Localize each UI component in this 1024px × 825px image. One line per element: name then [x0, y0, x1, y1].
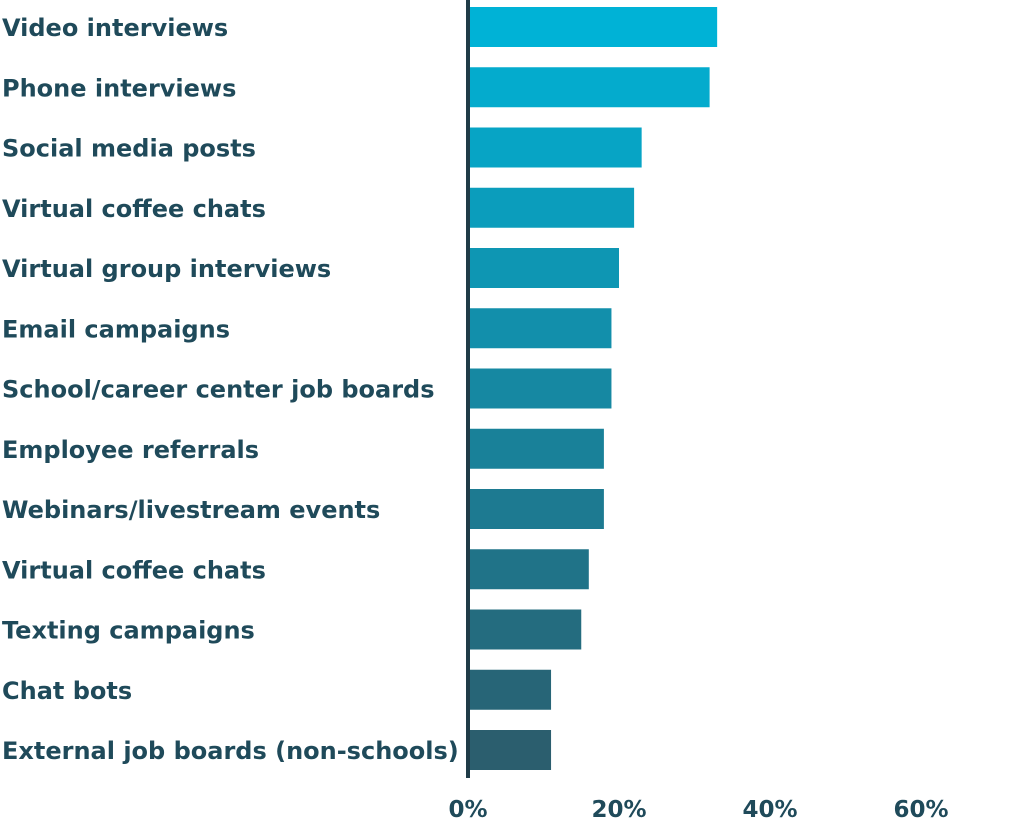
x-tick-label: 0%	[448, 797, 487, 823]
bar	[468, 127, 642, 168]
x-tick-label: 40%	[742, 797, 797, 823]
category-label: Employee referrals	[2, 436, 259, 464]
category-label: Social media posts	[2, 135, 256, 163]
category-label: School/career center job boards	[2, 376, 435, 404]
x-tick-label: 20%	[591, 797, 646, 823]
bar	[468, 730, 552, 770]
category-label: Email campaigns	[2, 315, 230, 343]
category-label: Chat bots	[2, 677, 132, 705]
category-label: Virtual group interviews	[2, 255, 331, 283]
bar	[468, 489, 604, 529]
bars-group	[468, 7, 718, 770]
bar	[468, 669, 552, 710]
bar	[468, 248, 619, 288]
category-labels: Video interviews Phone interviews Social m…	[2, 14, 459, 765]
bar	[468, 368, 612, 409]
category-label: Virtual coffee chats	[2, 556, 266, 584]
category-label: Virtual coffee chats	[2, 195, 266, 223]
category-label: Phone interviews	[2, 74, 236, 102]
x-axis-tick-labels: 0% 20% 40% 60%	[448, 797, 948, 823]
category-label: External job boards (non-schools)	[2, 737, 459, 765]
bar	[468, 428, 604, 469]
bar	[468, 7, 718, 47]
x-tick-label: 60%	[893, 797, 948, 823]
category-label: Video interviews	[2, 14, 228, 42]
bar	[468, 609, 582, 650]
category-label: Texting campaigns	[2, 617, 255, 645]
bar	[468, 308, 612, 349]
bar	[468, 549, 589, 590]
bar	[468, 67, 710, 108]
category-label: Webinars/livestream events	[2, 496, 380, 524]
bar	[468, 187, 635, 228]
